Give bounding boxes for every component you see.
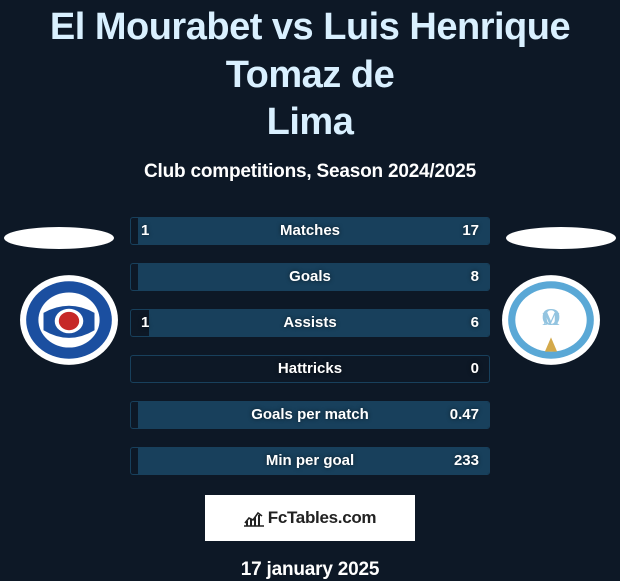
- stat-label: Assists: [131, 310, 489, 336]
- right-shadow-oval: [506, 227, 616, 249]
- stat-value-right: 0.47: [450, 402, 479, 428]
- stat-value-right: 233: [454, 448, 479, 474]
- stat-row: 1Matches17: [130, 217, 490, 245]
- stat-value-right: 6: [471, 310, 479, 336]
- team-badge-left: [18, 274, 120, 366]
- page-title: El Mourabet vs Luis Henrique Tomaz de Li…: [0, 0, 620, 147]
- stat-label: Hattricks: [131, 356, 489, 382]
- stat-row: Goals per match0.47: [130, 401, 490, 429]
- stat-row: 1Assists6: [130, 309, 490, 337]
- stat-row: Min per goal233: [130, 447, 490, 475]
- stat-row: Hattricks0: [130, 355, 490, 383]
- title-line-2: Lima: [20, 99, 600, 147]
- subtitle: Club competitions, Season 2024/2025: [0, 161, 620, 183]
- comparison-chart: O M 1Matches17 Goals8 1Assists6 Hattricks0 G…: [0, 217, 620, 477]
- svg-text:M: M: [542, 309, 559, 329]
- brand-text: FcTables.com: [268, 508, 377, 528]
- stat-value-right: 8: [471, 264, 479, 290]
- stat-value-right: 17: [462, 218, 479, 244]
- stat-value-right: 0: [471, 356, 479, 382]
- brand-chart-icon: [244, 509, 264, 527]
- stat-label: Goals per match: [131, 402, 489, 428]
- title-line-1: El Mourabet vs Luis Henrique Tomaz de: [20, 4, 600, 99]
- stat-rows-container: 1Matches17 Goals8 1Assists6 Hattricks0 Goals…: [130, 217, 490, 493]
- team-badge-right: O M: [500, 274, 602, 366]
- stat-label: Goals: [131, 264, 489, 290]
- date-text: 17 january 2025: [0, 559, 620, 581]
- stat-row: Goals8: [130, 263, 490, 291]
- stat-label: Matches: [131, 218, 489, 244]
- stat-label: Min per goal: [131, 448, 489, 474]
- brand-footer: FcTables.com: [205, 495, 415, 541]
- left-shadow-oval: [4, 227, 114, 249]
